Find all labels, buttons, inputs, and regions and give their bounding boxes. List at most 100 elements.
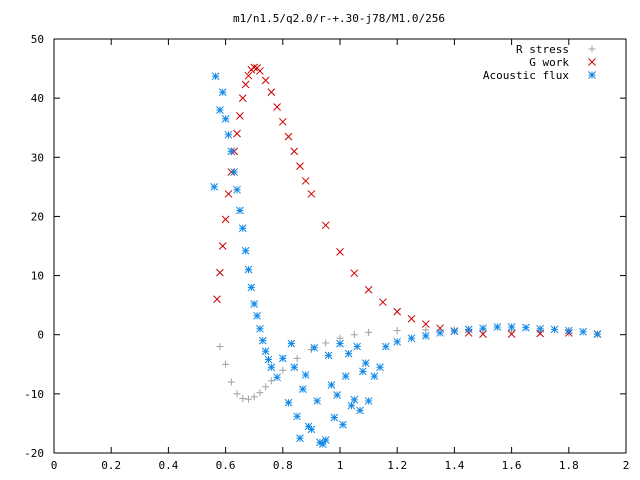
data-point [238,94,247,102]
legend-label: Acoustic flux [483,69,569,82]
series-2 [210,72,602,448]
data-point [341,372,350,380]
data-point [298,385,307,393]
data-point [261,76,270,85]
axes: 0 0.2 0.4 0.6 0.8 1 1.2 1.4 1.6 1.8 2 -20 -10 0 10 20 30… [24,33,629,472]
data-point [218,88,227,97]
data-point [258,336,267,345]
data-point [324,351,333,360]
x-tick-label: 2 [623,459,630,472]
data-point [318,440,327,448]
data-point [422,326,430,334]
x-tick-label: 1 [337,459,344,472]
data-point [307,425,316,434]
data-point [407,314,416,323]
data-point [273,373,281,382]
data-point [301,177,310,185]
data-point [233,129,241,138]
data-marks [210,63,602,448]
data-point [327,381,336,389]
data-point [256,324,264,333]
y-tick-label: 50 [31,33,44,46]
data-point [233,185,241,194]
data-point [564,326,573,335]
y-tick-label: 20 [31,210,44,223]
legend-marker [588,71,596,79]
data-point [233,390,241,398]
data-point [250,393,258,401]
data-point [256,389,264,397]
data-point [301,371,310,379]
x-tick-label: 0.6 [216,459,236,472]
data-point [381,342,390,351]
data-point [379,298,387,307]
data-point [464,329,473,337]
data-point [307,346,315,353]
data-point [227,147,236,156]
data-point [218,242,227,250]
data-point [313,397,321,405]
data-point [364,397,373,405]
legend-label: G work [529,56,569,69]
data-point [241,80,250,89]
data-point [296,434,304,443]
chart-title: m1/n1.5/q2.0/r-+.30-j78/M1.0/256 [233,12,445,25]
data-point [293,412,301,421]
data-point [224,190,233,198]
data-point [244,395,252,403]
data-point [236,112,244,120]
data-point [287,339,296,348]
data-point [336,339,344,348]
x-tick-label: 1.2 [387,459,407,472]
data-point [307,190,316,198]
data-point [253,311,261,320]
data-point [284,398,293,407]
x-tick-label: 1.8 [559,459,579,472]
data-point [322,339,330,347]
x-tick-label: 0.2 [101,459,121,472]
data-point [293,354,301,362]
data-point [407,334,416,343]
x-tick-label: 1.4 [444,459,464,472]
data-point [273,103,281,111]
x-tick-label: 0 [51,459,58,472]
data-point [350,395,359,404]
data-point [250,300,259,308]
data-point [264,355,273,364]
data-point [261,347,270,356]
data-point [579,327,587,336]
data-point [536,324,545,333]
data-point [464,325,473,334]
data-point [216,106,224,114]
data-point [267,363,276,372]
data-point [507,323,516,331]
data-point [436,329,444,337]
data-point [262,383,270,391]
data-point [230,168,239,176]
data-point [279,366,287,374]
data-point [310,343,319,352]
data-point [347,401,356,410]
data-point [238,224,247,233]
data-point [336,248,344,256]
series-1 [213,63,602,338]
y-tick-label: -10 [24,388,44,401]
data-point [376,363,384,372]
data-point [350,331,358,339]
data-point [247,283,256,292]
data-point [393,307,402,316]
data-point [278,354,287,363]
data-point [296,162,304,171]
legend-label: R stress [516,43,569,56]
data-point [221,114,230,123]
data-point [330,413,339,422]
data-point [241,246,250,255]
data-point [250,63,259,72]
legend-marker [588,58,596,66]
data-point [211,72,220,81]
data-point [393,337,402,346]
data-point [450,327,459,336]
data-point [267,88,276,97]
y-tick-label: 0 [37,329,44,342]
